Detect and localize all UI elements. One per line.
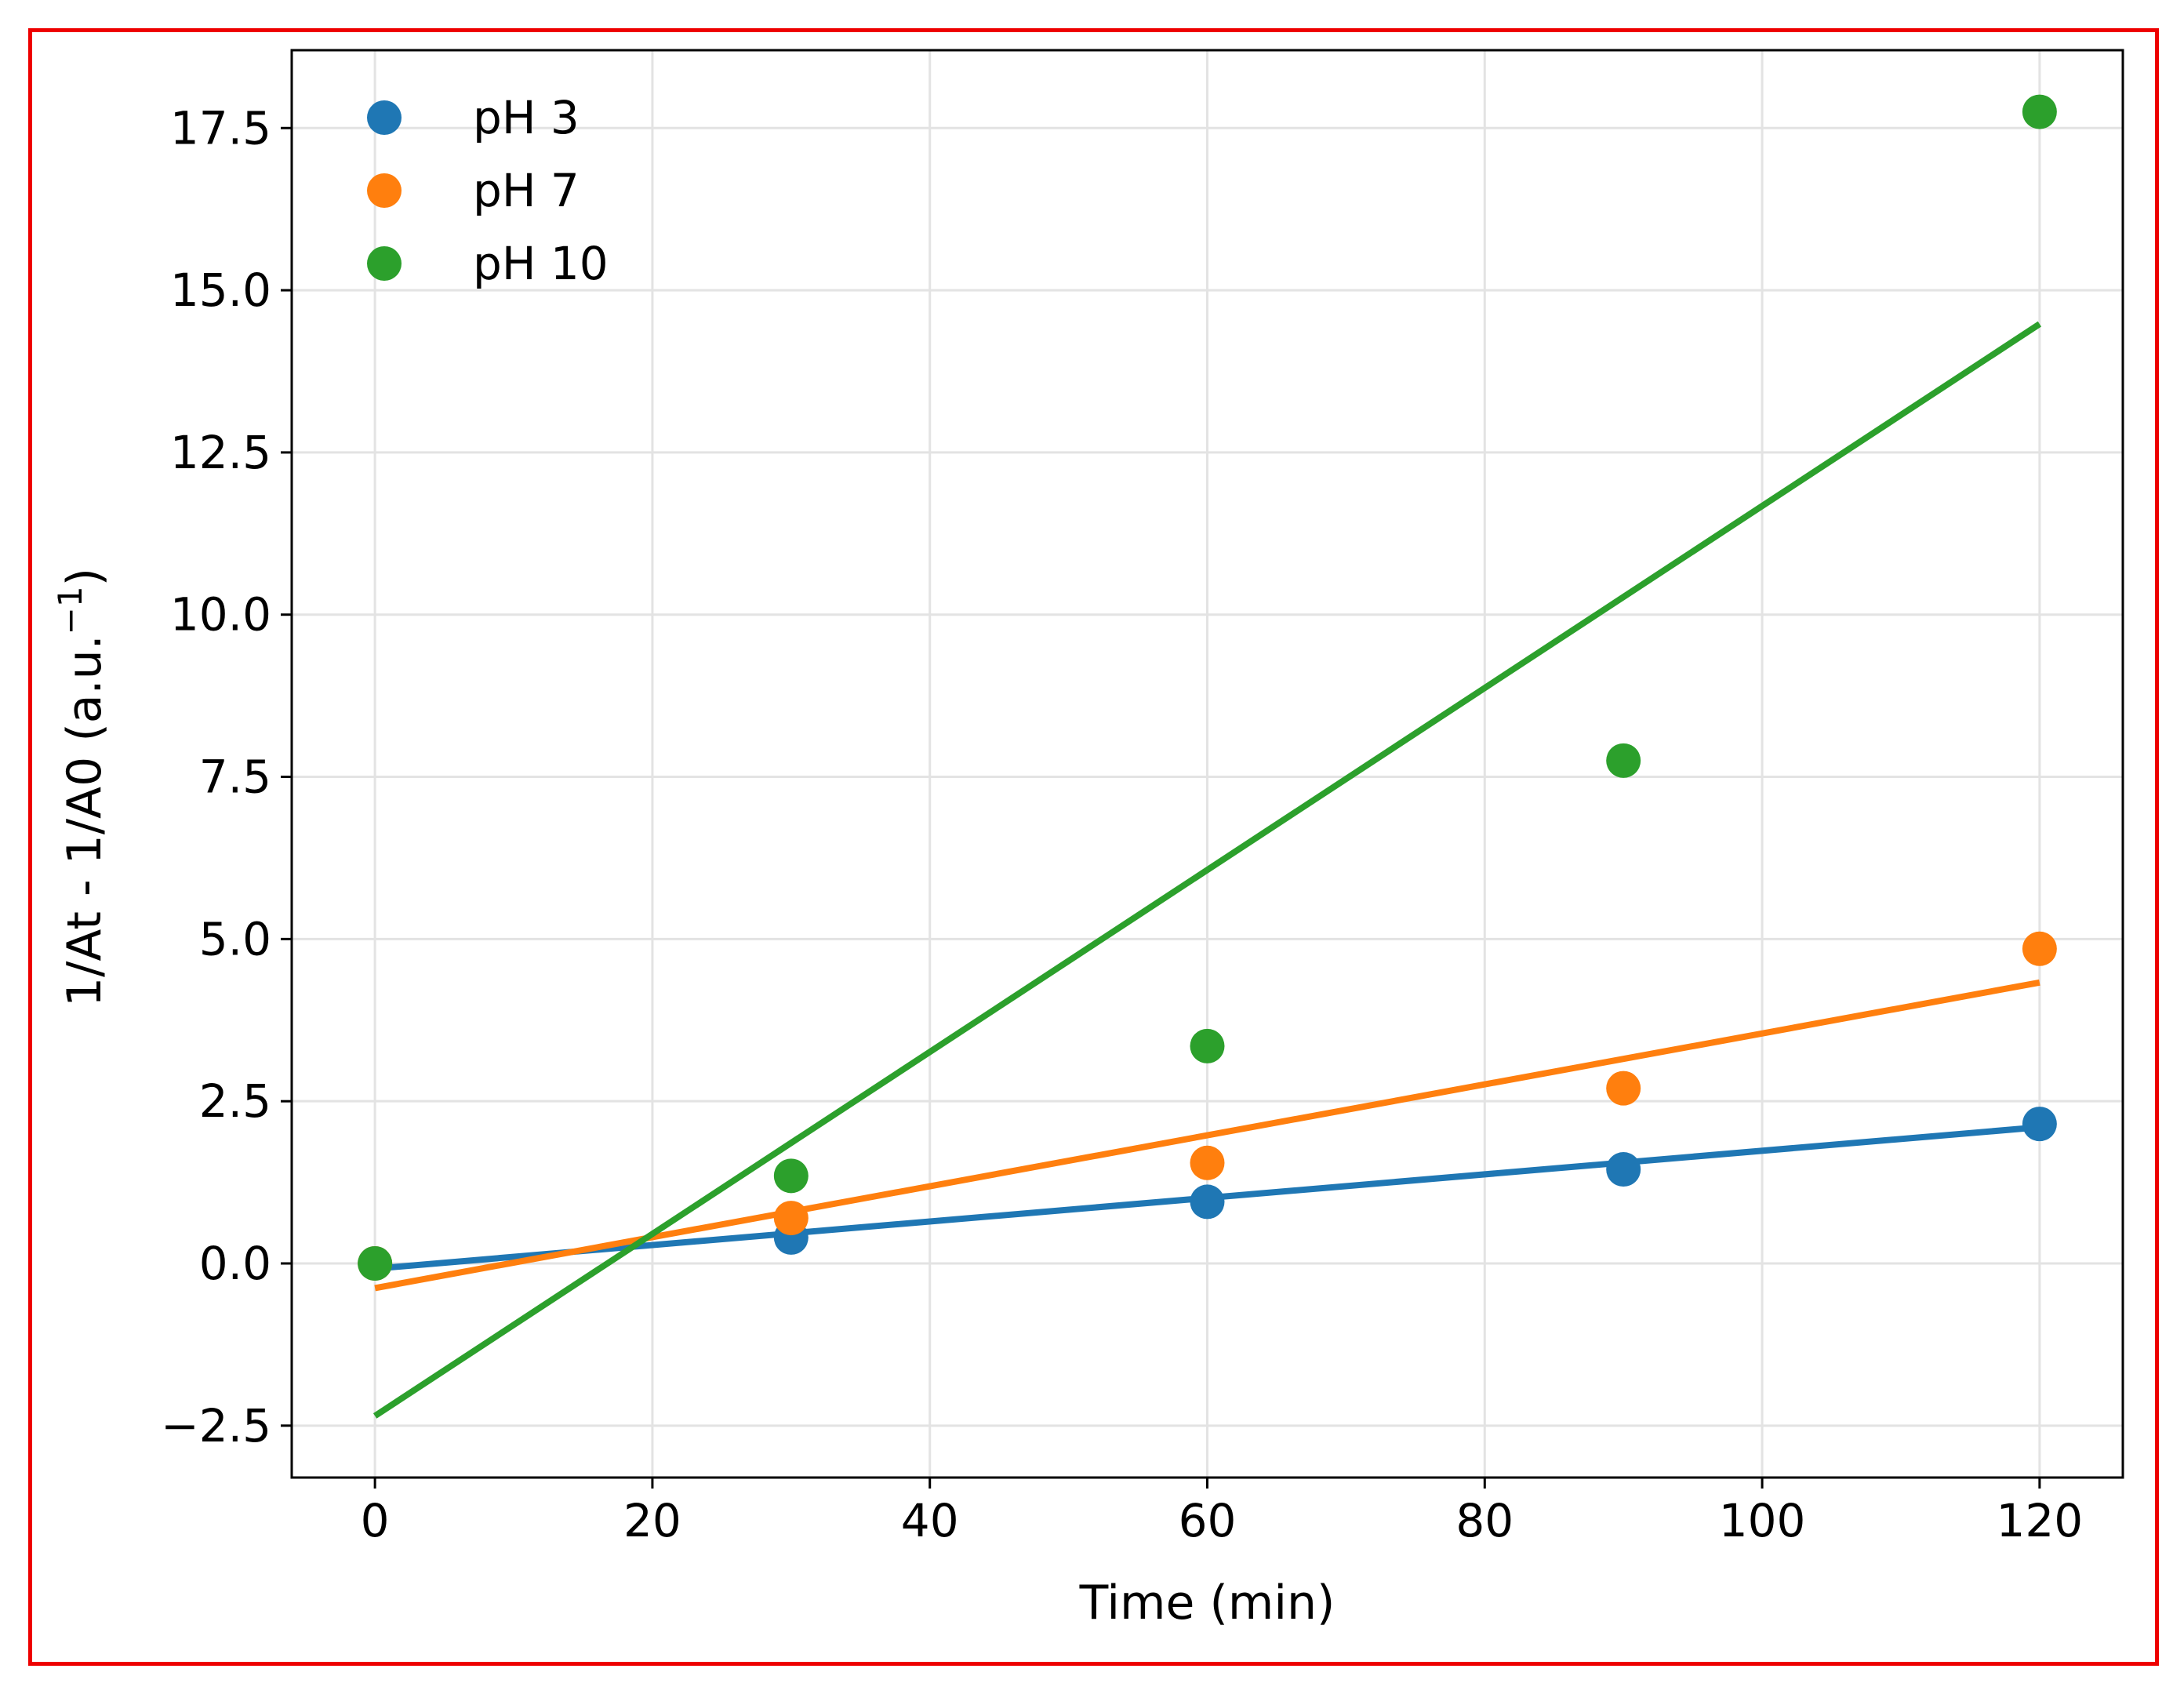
legend-label: pH 10 xyxy=(473,237,609,290)
data-point xyxy=(2022,931,2057,966)
data-point xyxy=(1190,1028,1225,1063)
legend-marker xyxy=(367,246,402,281)
x-axis-label: Time (min) xyxy=(1079,1576,1335,1630)
y-axis-label-superscript: −1 xyxy=(51,586,89,634)
fit-line xyxy=(372,321,2042,1419)
data-point xyxy=(1190,1145,1225,1180)
x-axis-ticks: 0 20 40 60 80 100 120 xyxy=(361,1478,2084,1547)
x-tick-label: 120 xyxy=(1997,1494,2084,1547)
y-axis-label-close: ) xyxy=(57,568,112,586)
data-point xyxy=(358,1246,393,1281)
data-point xyxy=(1606,743,1641,778)
x-tick-label: 100 xyxy=(1719,1494,1806,1547)
data-point xyxy=(1190,1184,1225,1220)
legend-label: pH 7 xyxy=(473,164,580,217)
x-tick-label: 0 xyxy=(361,1494,390,1547)
y-axis-label-main: 1/At - 1/A0 (a.u. xyxy=(57,634,112,1007)
y-tick-label: 10.0 xyxy=(170,588,271,642)
y-tick-label: 2.5 xyxy=(199,1074,271,1128)
data-point xyxy=(773,1201,809,1236)
y-tick-label: −2.5 xyxy=(161,1399,271,1452)
x-tick-label: 40 xyxy=(901,1494,959,1547)
y-tick-label: 5.0 xyxy=(199,912,271,965)
data-point xyxy=(1606,1152,1641,1187)
x-tick-label: 80 xyxy=(1455,1494,1514,1547)
y-tick-label: 0.0 xyxy=(199,1237,271,1290)
legend-marker xyxy=(367,173,402,208)
x-tick-label: 20 xyxy=(623,1494,681,1547)
legend-label: pH 3 xyxy=(473,91,580,144)
grid-lines xyxy=(292,50,2123,1478)
data-point xyxy=(2022,94,2057,129)
y-axis-label: 1/At - 1/A0 (a.u.−1) xyxy=(51,568,112,1007)
y-tick-label: 15.0 xyxy=(170,264,271,317)
data-point xyxy=(1606,1071,1641,1106)
figure-border xyxy=(28,28,2159,1666)
data-point xyxy=(2022,1107,2057,1142)
data-point xyxy=(773,1158,809,1194)
data-points xyxy=(358,94,2057,1281)
legend-marker xyxy=(367,100,402,135)
y-tick-label: 12.5 xyxy=(170,426,271,479)
y-tick-label: 7.5 xyxy=(199,751,271,804)
y-axis-ticks: −2.5 0.0 2.5 5.0 7.5 10.0 12.5 15.0 17.5 xyxy=(161,101,292,1452)
y-tick-label: 17.5 xyxy=(170,101,271,154)
legend: pH 3 pH 7 pH 10 xyxy=(367,91,609,290)
x-tick-label: 60 xyxy=(1179,1494,1237,1547)
